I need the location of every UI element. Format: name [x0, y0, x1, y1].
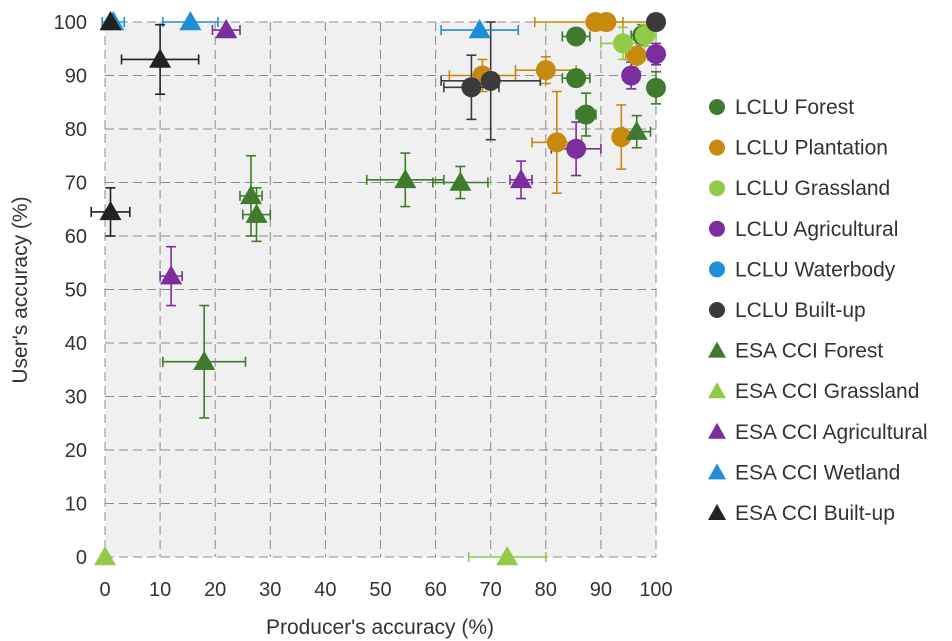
data-point-circle	[566, 26, 587, 47]
data-point-triangle	[160, 265, 183, 285]
data-point-triangle	[449, 171, 472, 191]
data-point-circle	[576, 104, 597, 125]
x-tick-label: 70	[480, 579, 502, 601]
legend-item: ESA CCI Built-up	[708, 502, 895, 525]
y-tick-label: 10	[65, 494, 87, 516]
y-axis-ticks: 0 10 20 30 40 50 60 70 80 90 100	[54, 12, 87, 569]
x-tick-label: 50	[369, 579, 391, 601]
legend-marker-circle	[709, 220, 725, 237]
data-point-triangle	[94, 546, 116, 566]
legend-item: LCLU Agricultural	[709, 218, 898, 241]
x-tick-label: 90	[590, 579, 612, 601]
legend-label: ESA CCI Built-up	[735, 502, 895, 525]
y-tick-label: 100	[54, 12, 87, 34]
data-point-circle	[535, 60, 556, 81]
legend-marker-circle	[709, 261, 725, 278]
data-point-circle	[611, 127, 632, 148]
data-point-triangle	[149, 48, 172, 68]
legend-marker-circle	[709, 180, 725, 197]
data-point-circle	[646, 77, 666, 98]
data-point-circle	[626, 45, 647, 66]
legend: LCLU Forest LCLU Plantation LCLU Grassland…	[708, 96, 928, 525]
y-tick-label: 60	[65, 226, 87, 248]
x-tick-label: 40	[314, 579, 336, 601]
x-axis-ticks: 0 10 20 30 40 50 60 70 80 90 100	[99, 579, 672, 601]
x-tick-label: 30	[259, 579, 281, 601]
legend-marker-triangle	[708, 341, 726, 358]
legend-label: LCLU Plantation	[735, 137, 888, 160]
data-point-circle	[461, 77, 482, 98]
legend-item: LCLU Grassland	[709, 177, 890, 200]
data-point-triangle	[496, 546, 519, 566]
y-axis-title: User's accuracy (%)	[9, 196, 32, 383]
legend-marker-triangle	[708, 463, 726, 480]
data-point-triangle	[468, 19, 491, 39]
data-point-circle	[596, 12, 617, 32]
y-tick-label: 90	[65, 66, 87, 88]
data-point-triangle	[625, 120, 648, 140]
legend-item: LCLU Forest	[709, 96, 854, 119]
data-point-circle	[646, 44, 666, 65]
data-point-triangle	[240, 184, 263, 205]
legend-label: ESA CCI Forest	[735, 340, 883, 363]
x-tick-label: 80	[535, 579, 557, 601]
legend-item: LCLU Plantation	[709, 137, 888, 160]
legend-marker-triangle	[708, 382, 726, 399]
legend-item: ESA CCI Grassland	[708, 380, 919, 403]
data-markers	[94, 11, 666, 566]
legend-label: ESA CCI Wetland	[735, 461, 900, 484]
y-tick-label: 50	[65, 280, 87, 302]
x-tick-label: 100	[639, 579, 672, 601]
data-point-circle	[480, 70, 501, 91]
data-point-circle	[566, 138, 587, 159]
legend-item: ESA CCI Forest	[708, 340, 883, 363]
data-point-circle	[621, 65, 642, 86]
x-axis-title: Producer's accuracy (%)	[266, 616, 494, 639]
legend-label: ESA CCI Grassland	[735, 380, 919, 403]
legend-item: ESA CCI Wetland	[708, 461, 900, 484]
legend-label: LCLU Grassland	[735, 177, 890, 200]
legend-item: ESA CCI Agricultural	[708, 421, 928, 444]
y-tick-label: 30	[65, 387, 87, 409]
y-tick-label: 0	[76, 547, 87, 569]
data-point-triangle	[179, 11, 202, 31]
legend-label: LCLU Built-up	[735, 299, 866, 322]
data-point-circle	[546, 132, 567, 153]
legend-marker-triangle	[708, 422, 726, 439]
legend-marker-circle	[709, 139, 725, 156]
legend-label: LCLU Agricultural	[735, 218, 898, 241]
data-point-triangle	[99, 200, 122, 221]
legend-marker-triangle	[708, 504, 726, 520]
data-point-triangle	[510, 168, 533, 189]
legend-item: LCLU Built-up	[709, 299, 866, 322]
x-tick-label: 10	[149, 579, 171, 601]
x-tick-label: 60	[424, 579, 446, 601]
data-point-circle	[646, 12, 666, 32]
x-tick-label: 20	[204, 579, 226, 601]
y-tick-label: 80	[65, 119, 87, 141]
data-point-circle	[566, 68, 587, 89]
legend-marker-circle	[709, 99, 725, 115]
y-tick-label: 70	[65, 173, 87, 195]
x-tick-label: 0	[99, 579, 110, 601]
data-point-triangle	[193, 350, 216, 370]
data-point-triangle	[245, 203, 268, 223]
data-point-triangle	[99, 11, 122, 31]
grid	[104, 21, 657, 558]
y-tick-label: 20	[65, 440, 87, 462]
legend-label: LCLU Forest	[735, 96, 854, 119]
legend-label: LCLU Waterbody	[735, 258, 896, 281]
legend-item: LCLU Waterbody	[709, 258, 896, 281]
data-point-triangle	[215, 19, 238, 39]
legend-marker-circle	[709, 302, 725, 318]
data-point-triangle	[394, 168, 417, 189]
data-point-circle	[612, 33, 633, 54]
data-point-circle	[634, 25, 655, 46]
y-tick-label: 40	[65, 333, 87, 355]
legend-label: ESA CCI Agricultural	[735, 421, 928, 444]
